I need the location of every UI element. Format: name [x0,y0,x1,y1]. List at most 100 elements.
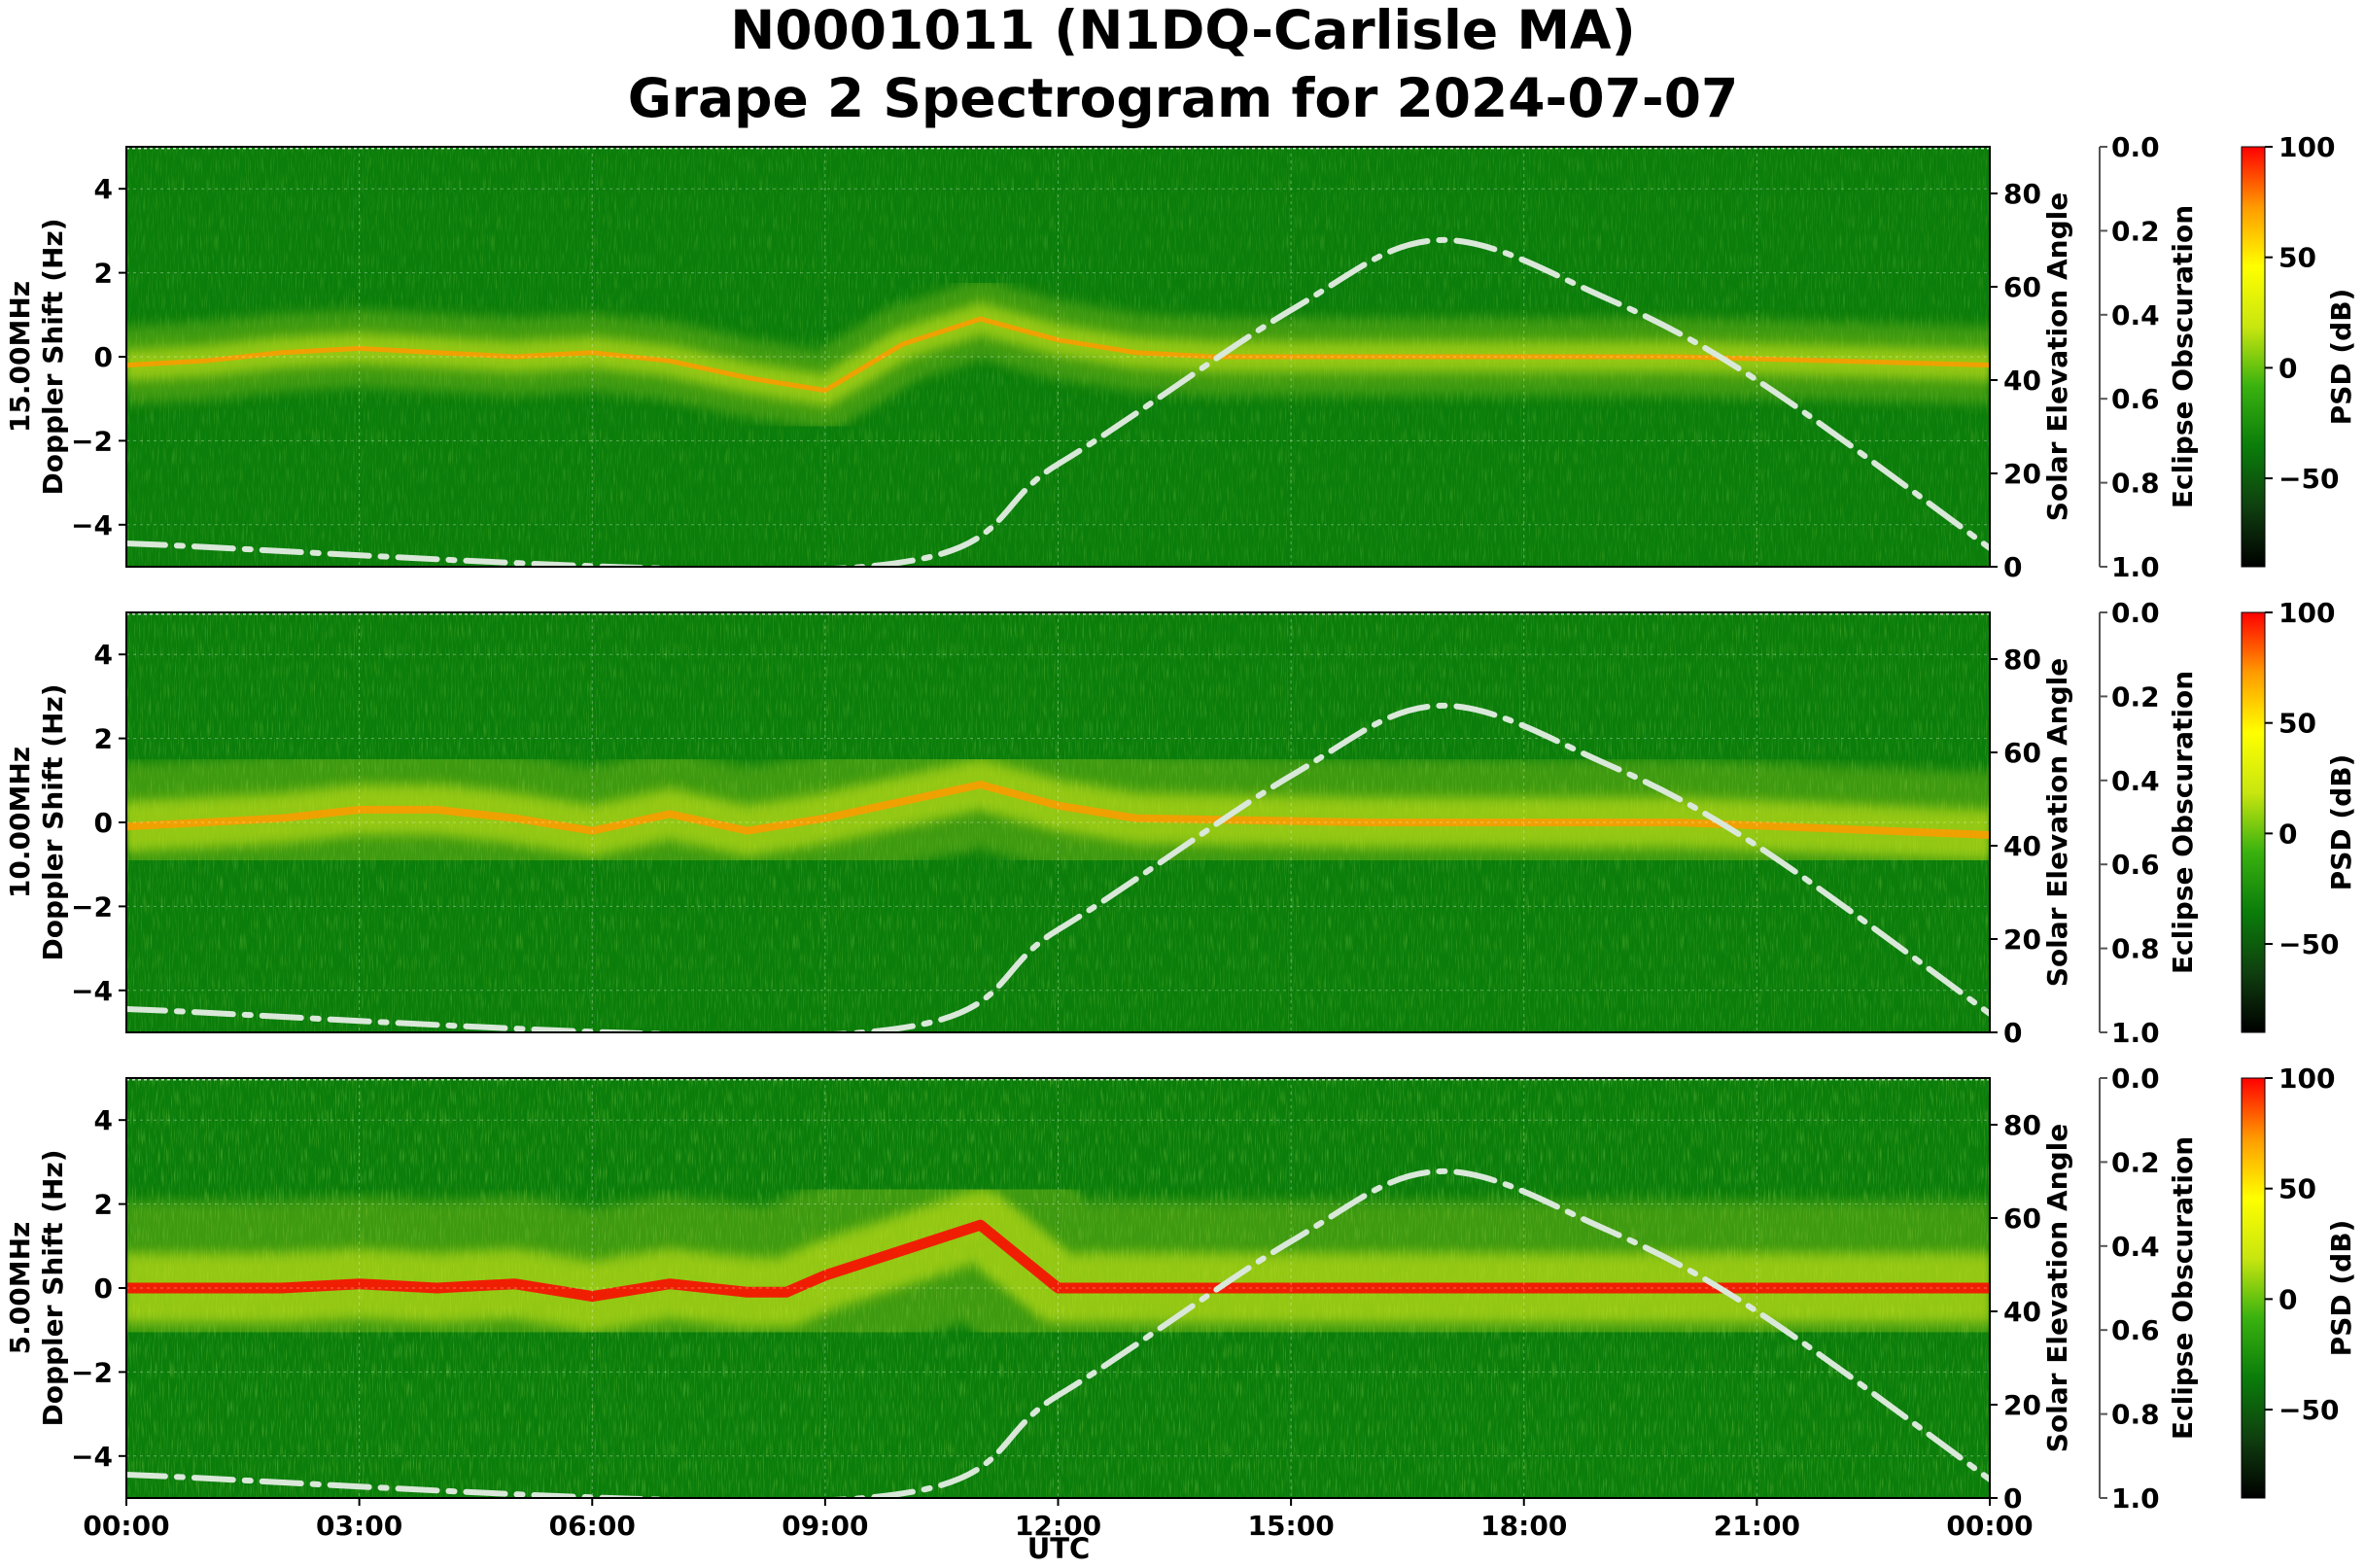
solar-curve-group [126,1167,1990,1498]
panel-2: −4 −2 0 2 4 10.00MHz Doppler Shift (Hz) 0 20 40 60… [4,597,2357,1049]
y-axis-label: Doppler Shift (Hz) [37,218,69,495]
y-tick-label: 4 [94,173,113,205]
elevation-tick-label: 60 [2003,271,2041,303]
y-tick-label: −4 [71,509,113,541]
spectrogram-image [126,612,1990,1032]
panel-frequency-label: 10.00MHz [4,747,36,898]
x-tick-label: 03:00 [316,1510,402,1542]
y-axis-label: Doppler Shift (Hz) [37,1149,69,1426]
spectrogram-image [126,147,1990,567]
doppler-trace [126,781,1990,839]
eclipse-tick-label: 1.0 [2111,1017,2160,1049]
colorbar-label: PSD (dB) [2325,1220,2357,1357]
y-tick-label: −2 [71,890,113,923]
eclipse-tick-label: 1.0 [2111,1482,2160,1515]
y-tick-label: 2 [94,723,113,755]
elevation-tick-label: 20 [2003,458,2041,490]
doppler-trace [126,1219,1990,1303]
panel-frequency-label: 5.00MHz [4,1222,36,1355]
eclipse-tick-label: 0.4 [2111,299,2160,331]
figure-title-line2: Grape 2 Spectrogram for 2024-07-07 [628,67,1739,129]
x-tick-label: 12:00 [1015,1510,1101,1542]
elevation-tick-label: 40 [2003,365,2041,397]
colorbar-tick-label: −50 [2278,463,2339,495]
y-tick-label: 4 [94,639,113,671]
colorbar-tick-label: 0 [2278,818,2297,850]
eclipse-tick-label: 0.2 [2111,215,2160,247]
y-tick-label: 0 [94,1272,113,1305]
eclipse-axis-label: Eclipse Obscuration [2167,1136,2199,1440]
y-tick-label: 0 [94,807,113,839]
y-tick-label: −2 [71,1356,113,1388]
y-tick-label: 2 [94,258,113,290]
eclipse-tick-label: 1.0 [2111,551,2160,583]
eclipse-tick-label: 0.4 [2111,1231,2160,1263]
colorbar-label: PSD (dB) [2325,754,2357,891]
solar-elevation-curve [126,1167,1990,1498]
eclipse-tick-label: 0.0 [2111,1063,2160,1095]
eclipse-tick-label: 0.8 [2111,1399,2160,1431]
x-axis: 00:00 03:00 06:00 09:00 12:00 15:00 18:00 21:00… [83,1498,2034,1542]
elevation-tick-label: 0 [2003,1482,2022,1515]
y-tick-label: −2 [71,425,113,457]
elevation-tick-label: 60 [2003,1202,2041,1235]
elevation-tick-label: 40 [2003,830,2041,862]
panel-3: −4 −2 0 2 4 5.00MHz Doppler Shift (Hz) 0 20 40 60 8… [4,1063,2357,1515]
eclipse-tick-label: 0.0 [2111,597,2160,629]
colorbar-tick-label: 50 [2278,1173,2316,1205]
elevation-tick-label: 80 [2003,1109,2041,1141]
colorbar-tick-label: 100 [2278,1063,2335,1095]
eclipse-tick-label: 0.0 [2111,131,2160,163]
x-axis-label: UTC [1027,1532,1091,1565]
elevation-tick-label: 20 [2003,1389,2041,1421]
colorbar-tick-label: 50 [2278,708,2316,740]
eclipse-tick-label: 0.4 [2111,765,2160,797]
elevation-tick-label: 80 [2003,644,2041,676]
panel-frequency-label: 15.00MHz [4,281,36,433]
x-tick-label: 00:00 [83,1510,169,1542]
colorbar-tick-label: 0 [2278,1283,2297,1315]
x-tick-label: 00:00 [1946,1510,2033,1542]
colorbar-tick-label: 100 [2278,597,2335,629]
y-tick-label: −4 [71,1441,113,1473]
eclipse-axis-label: Eclipse Obscuration [2167,671,2199,974]
elevation-tick-label: 40 [2003,1296,2041,1328]
doppler-trace [126,316,1990,394]
y-tick-label: 2 [94,1189,113,1221]
colorbar-tick-label: 0 [2278,352,2297,384]
solar-curve-group [126,236,1990,567]
elevation-tick-label: 0 [2003,551,2022,583]
colorbar [2241,611,2266,1033]
solar-elevation-curve [126,236,1990,567]
x-tick-label: 15:00 [1248,1510,1335,1542]
figure-title-line1: N0001011 (N1DQ-Carlisle MA) [730,0,1636,61]
colorbar [2241,146,2266,568]
y-axis-label: Doppler Shift (Hz) [37,683,69,960]
solar-elevation-curve [126,702,1990,1032]
y-tick-label: 4 [94,1104,113,1136]
eclipse-tick-label: 0.2 [2111,1146,2160,1178]
colorbar-label: PSD (dB) [2325,289,2357,426]
elevation-tick-label: 0 [2003,1017,2022,1049]
elevation-axis-label: Solar Elevation Angle [2041,1124,2073,1452]
y-tick-label: 0 [94,341,113,373]
elevation-axis-label: Solar Elevation Angle [2041,192,2073,521]
eclipse-axis-label: Eclipse Obscuration [2167,205,2199,508]
x-tick-label: 18:00 [1480,1510,1567,1542]
panel-1: −4 −2 0 2 4 15.00MHz Doppler Shift (Hz) 0 20 40 60… [4,131,2357,583]
x-tick-label: 06:00 [549,1510,636,1542]
x-tick-label: 21:00 [1714,1510,1800,1542]
eclipse-tick-label: 0.6 [2111,383,2160,415]
eclipse-tick-label: 0.6 [2111,849,2160,881]
eclipse-tick-label: 0.8 [2111,933,2160,965]
colorbar-tick-label: −50 [2278,928,2339,960]
colorbar-tick-label: −50 [2278,1394,2339,1426]
elevation-axis-label: Solar Elevation Angle [2041,658,2073,987]
y-tick-label: −4 [71,975,113,1007]
eclipse-tick-label: 0.2 [2111,680,2160,713]
spectrogram-image [126,1078,1990,1498]
eclipse-tick-label: 0.8 [2111,468,2160,500]
eclipse-tick-label: 0.6 [2111,1314,2160,1346]
elevation-tick-label: 80 [2003,178,2041,210]
